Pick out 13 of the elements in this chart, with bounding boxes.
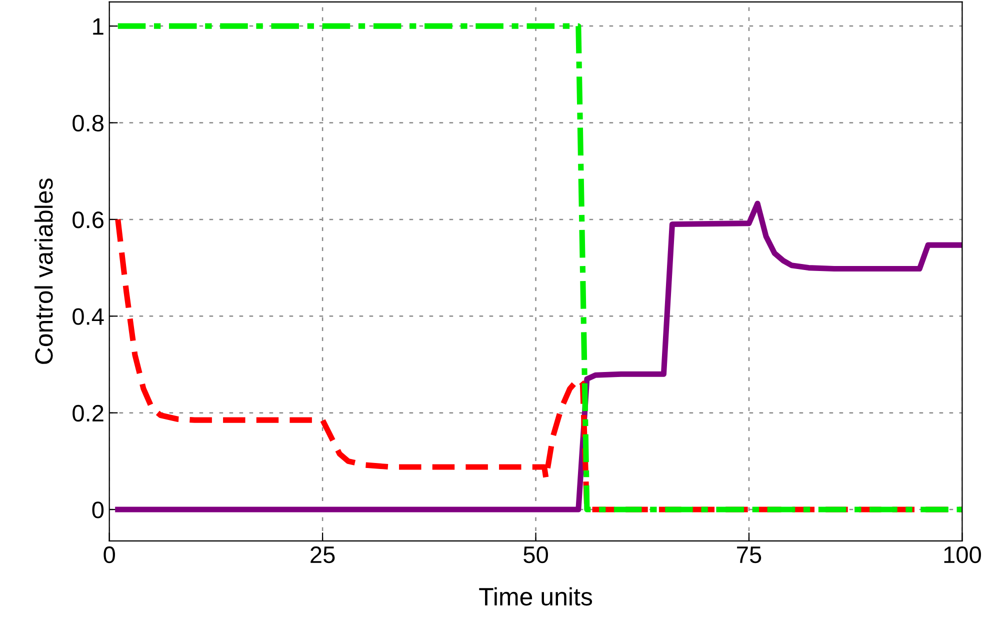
y-tick-label: 0.4 <box>72 308 104 325</box>
y-tick-label: 0 <box>92 502 104 518</box>
y-tick-label: 1 <box>93 18 104 35</box>
x-tick-label: 75 <box>737 546 762 564</box>
x-axis-title: Time units <box>479 587 592 606</box>
x-tick-label: 25 <box>310 546 335 564</box>
y-axis-title: Control variables <box>34 178 53 364</box>
y-tick-label: 0.8 <box>72 114 104 132</box>
y-tick-label: 0.6 <box>72 212 104 228</box>
y-tick-label: 0.2 <box>72 404 104 422</box>
x-tick-label: 50 <box>524 546 548 564</box>
x-tick-label: 100 <box>944 546 981 564</box>
x-tick-label: 0 <box>104 546 115 564</box>
